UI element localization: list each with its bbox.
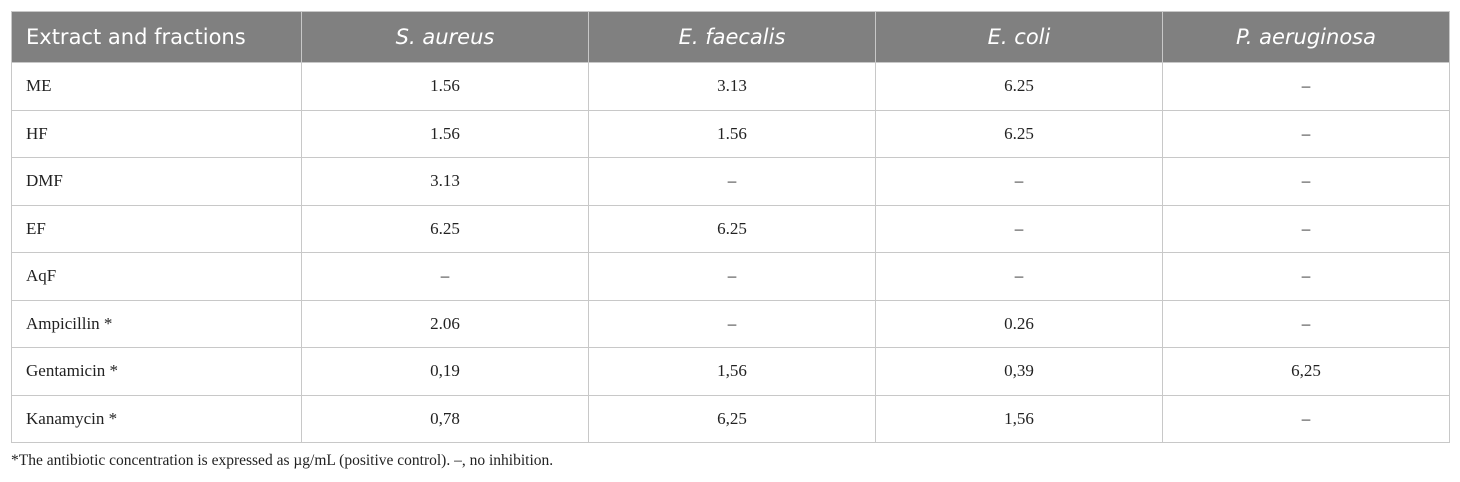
- row-label: Ampicillin *: [11, 299, 302, 348]
- mic-cell: 3.13: [588, 62, 876, 111]
- header-cell: Extract and fractions: [11, 11, 302, 63]
- mic-cell: –: [1162, 62, 1450, 111]
- mic-cell: 1.56: [301, 62, 589, 111]
- mic-cell: –: [301, 252, 589, 301]
- mic-cell: –: [588, 252, 876, 301]
- table-row: DMF 3.13– – –: [11, 157, 1450, 206]
- mic-cell: –: [1162, 252, 1450, 301]
- mic-cell: 2.06: [301, 299, 589, 348]
- mic-cell: 3.13: [301, 157, 589, 206]
- mic-cell: 6,25: [588, 394, 876, 443]
- mic-cell: –: [875, 252, 1163, 301]
- row-label: DMF: [11, 157, 302, 206]
- mic-cell: 0.26: [875, 299, 1163, 348]
- header-cell: P. aeruginosa: [1162, 11, 1450, 63]
- mic-cell: –: [588, 299, 876, 348]
- row-label: EF: [11, 204, 302, 253]
- mic-cell: 0,19: [301, 347, 589, 396]
- mic-cell: 6.25: [301, 204, 589, 253]
- mic-cell: –: [875, 204, 1163, 253]
- row-label: Kanamycin *: [11, 394, 302, 443]
- table-row: Gentamicin * 0,19 1,56 0,39 6,25: [11, 347, 1450, 396]
- row-label: HF: [11, 109, 302, 158]
- table-row: Ampicillin * 2.06–0.26–: [11, 299, 1450, 348]
- mic-cell: 6.25: [588, 204, 876, 253]
- header-row: Extract and fractions S. aureus E. faecali…: [11, 11, 1450, 63]
- header-cell: E. faecalis: [588, 11, 876, 63]
- header-cell: S. aureus: [301, 11, 589, 63]
- mic-cell: –: [588, 157, 876, 206]
- mic-cell: –: [875, 157, 1163, 206]
- mic-cell: 1,56: [875, 394, 1163, 443]
- table-row: AqF – – – –: [11, 252, 1450, 301]
- header-cell: E. coli: [875, 11, 1163, 63]
- mic-cell: –: [1162, 109, 1450, 158]
- mic-cell: 6.25: [875, 62, 1163, 111]
- mic-cell: 6,25: [1162, 347, 1450, 396]
- table-row: EF 6.25 6.25– –: [11, 204, 1450, 253]
- row-label: AqF: [11, 252, 302, 301]
- mic-cell: 0,78: [301, 394, 589, 443]
- mic-cell: 0,39: [875, 347, 1163, 396]
- mic-cell: 1.56: [301, 109, 589, 158]
- table-row: ME 1.56 3.13 6.25–: [11, 62, 1450, 111]
- footnote: *The antibiotic concentration is express…: [11, 452, 554, 469]
- mic-table: Extract and fractions S. aureus E. faecali…: [11, 11, 1450, 443]
- mic-cell: –: [1162, 299, 1450, 348]
- table-row: HF 1.56 1.56 6.25–: [11, 109, 1450, 158]
- table-row: Kanamycin * 0,78 6,25 1,56–: [11, 394, 1450, 443]
- mic-cell: –: [1162, 394, 1450, 443]
- mic-cell: 1.56: [588, 109, 876, 158]
- table-body: ME 1.56 3.13 6.25– HF 1.56 1.56 6.25– DMF 3.13– – –…: [11, 62, 1450, 443]
- mic-cell: 1,56: [588, 347, 876, 396]
- row-label: Gentamicin *: [11, 347, 302, 396]
- row-label: ME: [11, 62, 302, 111]
- mic-cell: –: [1162, 204, 1450, 253]
- mic-cell: –: [1162, 157, 1450, 206]
- mic-cell: 6.25: [875, 109, 1163, 158]
